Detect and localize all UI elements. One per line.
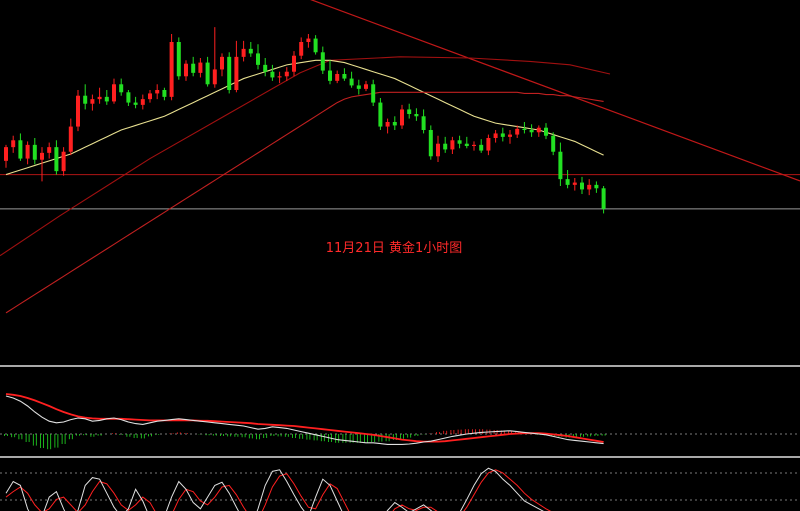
candle-body <box>76 95 80 127</box>
candle-body <box>68 126 73 152</box>
candle-body <box>378 102 383 127</box>
kdj-k-line <box>5 467 544 511</box>
candle-body <box>40 152 44 160</box>
candle-body <box>176 42 181 77</box>
candle-body <box>162 90 167 97</box>
candle-body <box>263 64 268 72</box>
candle-body <box>126 92 131 103</box>
candle-body <box>500 133 505 137</box>
candle-body <box>155 90 160 94</box>
candle-body <box>551 135 556 152</box>
candle-body <box>342 74 347 79</box>
candle-body <box>335 74 340 81</box>
candle-body <box>587 184 592 190</box>
candle-body <box>292 55 296 72</box>
candle-body <box>299 42 304 56</box>
candle-body <box>32 144 37 160</box>
candle-body <box>148 93 152 100</box>
candle-body <box>558 151 563 180</box>
candle-body <box>227 56 232 90</box>
candlestick-panel <box>0 0 800 458</box>
candle-body <box>61 151 66 172</box>
candle-body <box>184 63 188 77</box>
candle-body <box>508 134 512 137</box>
candle-body <box>241 48 246 57</box>
kdj-d-line <box>5 469 552 511</box>
candle-body <box>472 144 476 146</box>
candle-body <box>443 143 448 150</box>
candle-body <box>169 42 174 97</box>
macd-panel <box>0 393 800 450</box>
candle-body <box>328 70 332 81</box>
candle-body <box>248 48 253 54</box>
candle-body <box>392 122 397 126</box>
candle-body <box>464 143 469 146</box>
candle-body <box>270 71 275 78</box>
candle-body <box>306 38 311 42</box>
ma_short-line <box>5 59 604 176</box>
candle-body <box>220 56 224 70</box>
candle-body <box>313 38 318 53</box>
candle-body <box>191 63 196 73</box>
candle-body <box>479 144 484 151</box>
candle-body <box>544 127 548 136</box>
candle-body <box>140 99 145 105</box>
candle-body <box>256 53 260 65</box>
candle-body <box>112 84 116 102</box>
candle-body <box>407 109 412 114</box>
candle-body <box>90 99 95 104</box>
candle-body <box>212 69 217 85</box>
candle-body <box>428 130 433 157</box>
candle-body <box>493 133 498 138</box>
candle-body <box>515 128 520 135</box>
candle-body <box>284 71 289 77</box>
candle-body <box>349 78 354 86</box>
chart-title: 11月21日 黄金1小时图 <box>325 241 463 256</box>
candle-body <box>356 85 361 89</box>
candle-body <box>11 140 16 148</box>
candle-body <box>529 130 534 133</box>
candle-body <box>320 52 325 71</box>
candle-body <box>54 147 59 172</box>
candle-body <box>364 84 368 89</box>
candle-body <box>18 140 23 159</box>
candle-body <box>277 76 282 78</box>
candle-body <box>522 128 527 130</box>
candle-body <box>565 179 570 185</box>
candle-body <box>104 96 109 102</box>
candle-body <box>119 84 124 93</box>
candle-body <box>205 62 210 85</box>
trendline <box>310 0 800 182</box>
candle-body <box>400 109 404 126</box>
kdj-panel <box>0 467 800 511</box>
candle-body <box>83 95 88 104</box>
candle-body <box>47 147 52 153</box>
candle-body <box>371 84 376 103</box>
candle-body <box>234 56 239 90</box>
candle-body <box>97 96 102 100</box>
candle-body <box>572 182 577 185</box>
macd-dif-line <box>5 395 604 445</box>
candle-body <box>457 140 462 144</box>
candle-body <box>198 62 203 73</box>
candle-body <box>601 188 606 209</box>
candle-body <box>486 138 491 151</box>
candle-body <box>4 147 8 161</box>
candle-body <box>594 184 599 189</box>
candle-body <box>385 122 390 127</box>
candle-body <box>450 140 455 150</box>
candle-body <box>421 116 426 130</box>
ma_mid-line <box>5 91 604 314</box>
candle-body <box>414 114 419 117</box>
candle-body <box>133 102 138 105</box>
candle-body <box>580 182 584 190</box>
candle-body <box>536 127 541 133</box>
candle-body <box>25 144 30 159</box>
candle-body <box>436 143 440 157</box>
